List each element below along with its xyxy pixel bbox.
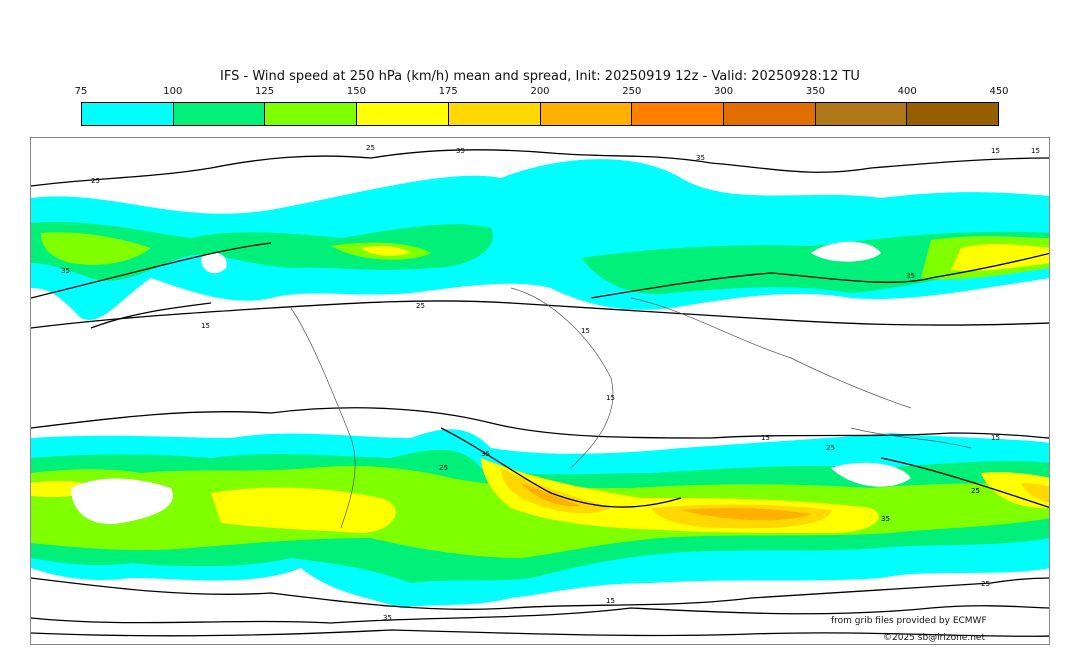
copyright-credit: ©2025 sb@irizone.net (883, 633, 985, 643)
contour-label: 15 (581, 327, 590, 335)
contour-label: 25 (366, 144, 375, 152)
wind-speed-map[interactable]: 35 35 25 25 15 15 15 25 15 35 35 15 15 25 25 15 35 25 25 35… (30, 137, 1050, 645)
colorbar-segment (173, 103, 266, 125)
colorbar-segment (448, 103, 541, 125)
map-title: IFS - Wind speed at 250 hPa (km/h) mean … (220, 69, 860, 84)
contour-label: 35 (906, 272, 915, 280)
contour-label: 35 (456, 147, 465, 155)
northern-jet-band (31, 159, 1049, 320)
colorbar-tick-label: 350 (805, 86, 825, 97)
wind-200-area (521, 483, 811, 521)
contour-label: 15 (991, 147, 1000, 155)
southern-jet-band (31, 429, 1049, 608)
colorbar-legend (81, 102, 999, 126)
colorbar-segment (907, 103, 999, 125)
colorbar-segment (632, 103, 724, 125)
contour-label: 15 (606, 597, 615, 605)
contour-label: 25 (981, 580, 990, 588)
colorbar-segment (540, 103, 633, 125)
contour-label: 15 (606, 394, 615, 402)
colorbar-tick-label: 125 (255, 86, 275, 97)
source-credit: from grib files provided by ECMWF (831, 616, 987, 626)
colorbar-tick-label: 250 (622, 86, 642, 97)
contour-label: 25 (91, 177, 100, 185)
colorbar-tick-label: 400 (897, 86, 917, 97)
colorbar-tick-label: 150 (346, 86, 366, 97)
contour-label: 25 (416, 302, 425, 310)
contour-label: 15 (1031, 147, 1040, 155)
coastlines (290, 287, 972, 529)
map-canvas: 35 35 25 25 15 15 15 25 15 35 35 15 15 25 25 15 35 25 25 35… (31, 144, 1049, 637)
contour-label: 25 (826, 444, 835, 452)
colorbar-tick-label: 175 (438, 86, 458, 97)
contour-label: 35 (481, 450, 490, 458)
contour-label: 15 (201, 322, 210, 330)
colorbar-segment (815, 103, 908, 125)
contour-label: 35 (696, 154, 705, 162)
colorbar-tick-label: 450 (989, 86, 1009, 97)
contour-label: 25 (971, 487, 980, 495)
colorbar-tick-label: 100 (163, 86, 183, 97)
contour-lines (31, 149, 1049, 637)
contour-label: 35 (881, 515, 890, 523)
colorbar-tick-label: 200 (530, 86, 550, 97)
colorbar-segment (723, 103, 816, 125)
colorbar-segment (357, 103, 449, 125)
contour-label: 35 (61, 267, 70, 275)
contour-labels: 35 35 25 25 15 15 15 25 15 35 35 15 15 25 25 15 35 25 25 35… (61, 144, 1040, 622)
contour-label: 25 (439, 464, 448, 472)
wind-150-area (361, 243, 1049, 271)
contour-label: 35 (383, 614, 392, 622)
colorbar-tick-label: 75 (74, 86, 88, 97)
contour-label: 15 (991, 434, 1000, 442)
colorbar-segment (265, 103, 358, 125)
wind-100-area (31, 222, 1049, 294)
contour-label: 15 (761, 434, 770, 442)
colorbar-tick-label: 300 (714, 86, 734, 97)
colorbar-segment (82, 103, 174, 125)
